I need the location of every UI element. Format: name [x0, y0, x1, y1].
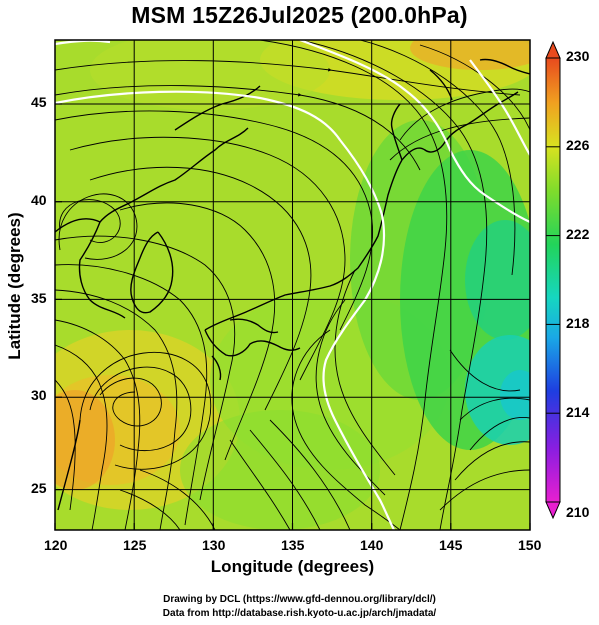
credit-data: Data from http://database.rish.kyoto-u.a… — [162, 608, 437, 619]
credit-drawing: Drawing by DCL (https://www.gfd-dennou.o… — [163, 594, 436, 605]
coastlines — [55, 58, 530, 511]
x-tick-label: 135 — [281, 537, 305, 553]
x-tick-label: 130 — [202, 537, 226, 553]
colorbar-tick-label: 218 — [566, 315, 590, 331]
x-tick-label: 145 — [439, 537, 463, 553]
colorbar-tick-label: 210 — [566, 504, 590, 520]
tick-marks — [54, 103, 531, 530]
x-tick-label: 125 — [123, 537, 147, 553]
colorbar-tick-label: 226 — [566, 137, 590, 153]
graticule — [55, 40, 530, 530]
colorbar-tick-label: 214 — [566, 404, 590, 420]
y-tick-label: 40 — [31, 192, 47, 208]
colorbar-max-arrow — [545, 40, 561, 59]
colorbar-tick-label: 222 — [566, 226, 590, 242]
y-tick-label: 25 — [31, 480, 47, 496]
y-tick-label: 45 — [31, 94, 47, 110]
x-axis-title: Longitude (degrees) — [210, 557, 375, 576]
y-axis-title: Latitude (degrees) — [5, 212, 24, 360]
chart-title: MSM 15Z26Jul2025 (200.0hPa) — [131, 2, 468, 28]
colorbar — [545, 40, 561, 520]
x-tick-label: 120 — [44, 537, 68, 553]
x-tick-label: 150 — [518, 537, 542, 553]
y-tick-label: 35 — [31, 290, 47, 306]
y-tick-label: 30 — [31, 387, 47, 403]
colorbar-min-arrow — [545, 501, 561, 520]
colorbar-tick-label: 230 — [566, 48, 590, 64]
x-tick-label: 140 — [360, 537, 384, 553]
